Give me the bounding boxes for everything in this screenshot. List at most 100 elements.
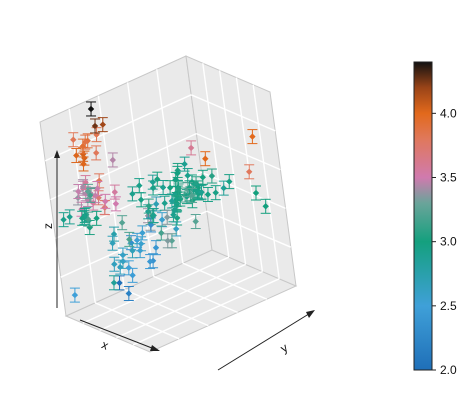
data-point bbox=[143, 198, 154, 214]
data-point bbox=[78, 156, 89, 172]
data-point bbox=[186, 140, 197, 156]
y-axis-arrowhead bbox=[306, 310, 315, 318]
data-point bbox=[108, 226, 119, 242]
grid-line bbox=[126, 82, 155, 277]
data-point bbox=[132, 232, 143, 248]
data-point bbox=[200, 151, 211, 167]
data-point bbox=[86, 101, 97, 117]
grid-line bbox=[201, 171, 286, 210]
data-point bbox=[117, 215, 128, 231]
data-point bbox=[78, 179, 89, 195]
data-point bbox=[83, 183, 94, 199]
data-point bbox=[244, 164, 255, 180]
data-point bbox=[91, 210, 102, 226]
data-point bbox=[136, 236, 147, 252]
data-point bbox=[148, 208, 159, 224]
data-point bbox=[202, 186, 213, 202]
data-point bbox=[187, 187, 198, 203]
data-point bbox=[169, 202, 180, 218]
grid-line bbox=[132, 278, 280, 346]
data-point bbox=[197, 169, 208, 185]
grid-line bbox=[55, 171, 202, 240]
grid-line bbox=[182, 262, 268, 300]
data-point bbox=[127, 243, 138, 259]
back-panels bbox=[39, 55, 298, 353]
data-point bbox=[157, 212, 168, 228]
colorbar-tick-label: 3.5 bbox=[440, 171, 457, 185]
grid-line bbox=[252, 84, 280, 279]
z-axis-label: z bbox=[41, 223, 55, 229]
colorbar: 2.0 2.5 3.0 3.5 4.0 bbox=[413, 61, 457, 377]
data-point bbox=[162, 233, 173, 249]
colorbar-tick-label: 4.0 bbox=[440, 106, 457, 120]
data-point bbox=[224, 174, 235, 190]
grid-line bbox=[99, 263, 246, 332]
grid-line bbox=[124, 288, 209, 327]
colorbar-tick-label: 2.0 bbox=[440, 363, 457, 377]
axis-arrows bbox=[54, 150, 315, 371]
right-back-panel bbox=[185, 55, 297, 287]
data-point bbox=[260, 198, 271, 214]
z-axis-arrowhead bbox=[54, 150, 60, 158]
y-axis-label: y bbox=[278, 340, 291, 355]
data-point bbox=[210, 185, 221, 201]
data-point bbox=[190, 214, 201, 230]
data-point bbox=[123, 260, 134, 276]
data-point bbox=[218, 180, 229, 196]
grid-line bbox=[116, 270, 263, 339]
data-point bbox=[90, 118, 101, 134]
grid-line bbox=[153, 275, 238, 314]
grid-line bbox=[50, 132, 197, 201]
colorbar-tick-label: 2.5 bbox=[440, 299, 457, 313]
x-axis-arrow bbox=[79, 319, 158, 351]
data-point bbox=[58, 212, 69, 228]
data-points bbox=[58, 101, 271, 303]
data-point bbox=[77, 138, 88, 154]
data-point bbox=[71, 148, 82, 164]
data-point bbox=[162, 209, 173, 225]
plot-3d bbox=[39, 55, 298, 353]
grid-line bbox=[202, 63, 230, 258]
data-point bbox=[247, 129, 258, 145]
grid-line bbox=[196, 132, 281, 171]
data-point bbox=[123, 285, 134, 301]
data-point bbox=[107, 235, 118, 251]
grid-line bbox=[190, 94, 276, 132]
data-point bbox=[68, 132, 79, 148]
data-point bbox=[127, 186, 138, 202]
data-point bbox=[100, 193, 111, 209]
data-point bbox=[97, 117, 108, 133]
data-point bbox=[69, 287, 80, 303]
grid-line bbox=[218, 70, 247, 265]
data-point bbox=[117, 247, 128, 263]
data-point bbox=[107, 152, 118, 168]
data-point bbox=[91, 145, 102, 161]
data-point bbox=[77, 210, 88, 226]
data-point bbox=[196, 184, 207, 200]
grid-line bbox=[156, 69, 184, 264]
data-point bbox=[124, 231, 135, 247]
data-point bbox=[159, 195, 170, 211]
grid-line bbox=[94, 302, 180, 340]
data-point bbox=[251, 185, 261, 201]
data-point bbox=[108, 275, 119, 291]
data-point bbox=[109, 256, 120, 272]
data-point bbox=[110, 196, 121, 212]
data-point bbox=[136, 192, 147, 208]
y-axis-arrow bbox=[217, 311, 313, 371]
colorbar-ticks: 2.0 2.5 3.0 3.5 4.0 bbox=[432, 106, 457, 377]
data-point bbox=[166, 193, 177, 209]
data-point bbox=[206, 168, 217, 184]
data-point bbox=[73, 184, 84, 200]
grid-line bbox=[206, 210, 292, 248]
data-point bbox=[137, 225, 148, 241]
colorbar-tick-label: 3.0 bbox=[440, 235, 457, 249]
grid-line bbox=[82, 256, 230, 324]
data-point bbox=[145, 254, 156, 270]
data-point bbox=[148, 180, 159, 196]
x-axis-arrowhead bbox=[150, 345, 160, 351]
grid-line bbox=[44, 94, 192, 162]
data-point bbox=[156, 225, 167, 241]
data-point bbox=[64, 209, 75, 225]
